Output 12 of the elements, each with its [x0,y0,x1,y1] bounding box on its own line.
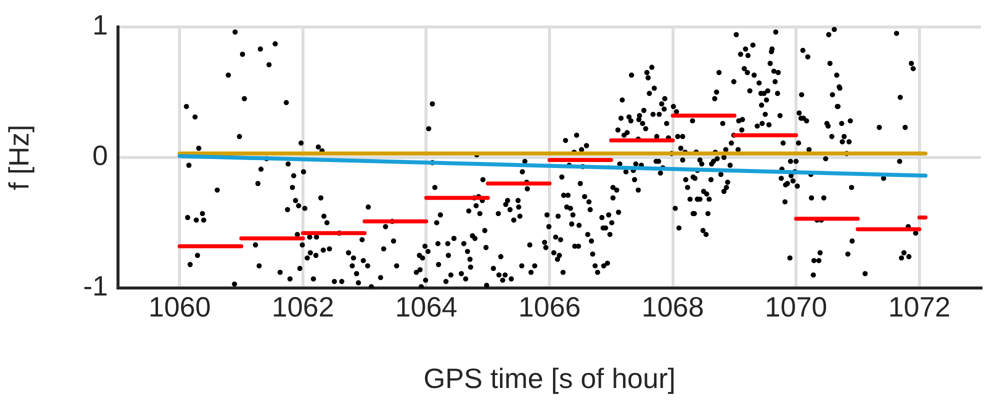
y-tick-label: 0 [92,140,108,172]
x-tick-label: 1070 [764,292,828,323]
x-tick-label: 1062 [272,292,334,323]
y-axis-title: f [Hz] [4,124,35,190]
x-tick-label: 1068 [642,292,704,323]
y-tick-label: 1 [92,10,108,41]
x-tick-label: 1060 [148,292,211,323]
x-axis-title: GPS time [s of hour] [423,362,676,394]
x-tick-label: 1072 [888,292,951,323]
y-tick-label: -1 [83,270,108,302]
x-tick-label: 1064 [395,292,458,323]
x-tick-label: 1066 [518,292,581,323]
